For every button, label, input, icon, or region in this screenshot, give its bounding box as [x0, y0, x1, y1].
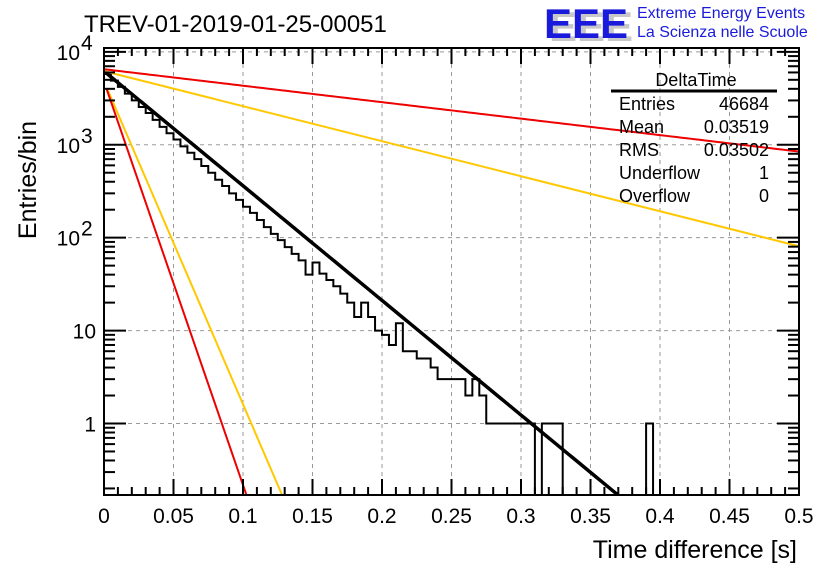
axes [103, 47, 800, 496]
x-tick-label: 0.05 [153, 505, 194, 528]
stats-label: Underflow [619, 163, 701, 183]
fit-line-mid-fast [105, 87, 284, 495]
stats-label: Mean [619, 117, 664, 137]
x-tick-labels: 0 0.05 0.1 0.15 0.2 0.25 0.3 0.35 0.4 0.45 0.5 [98, 505, 813, 528]
fit-curves [104, 68, 799, 495]
x-axis-label: Time difference [s] [593, 536, 797, 564]
chart-title: TREV-01-2019-01-25-00051 [84, 11, 387, 38]
fit-line-upper-slow [104, 68, 799, 153]
fit-line-mid-slow [104, 70, 799, 248]
stats-value: 46684 [719, 94, 769, 114]
fit-line-upper-fast [105, 89, 248, 495]
x-tick-label: 0.3 [506, 505, 535, 528]
logo-mark-shadow: EEE [549, 3, 633, 50]
y-tick-label: 1 [84, 413, 96, 436]
x-tick-label: 0.1 [228, 505, 257, 528]
x-tick-label: 0.5 [784, 505, 813, 528]
stats-box: DeltaTime Entries 46684 Mean 0.03519 RMS 0.035… [611, 70, 777, 206]
grid [104, 48, 799, 495]
y-tick-label: 10 [57, 135, 80, 158]
stats-value: 0.03519 [704, 117, 769, 137]
y-axis-label: Entries/bin [14, 121, 42, 239]
eee-logo: EEE EEE Extreme Energy Events La Scienza… [544, 0, 808, 50]
x-tick-label: 0.15 [292, 505, 333, 528]
logo-mark: EEE [544, 0, 628, 47]
logo-line-1: Extreme Energy Events [637, 5, 805, 22]
y-tick-label-exponent: 3 [81, 125, 93, 148]
y-tick-label-exponent: 2 [81, 218, 93, 241]
stats-value: 0 [759, 186, 769, 206]
stats-label: Entries [619, 94, 675, 114]
stats-label: Overflow [619, 186, 691, 206]
stats-value: 1 [759, 163, 769, 183]
logo-line-2: La Scienza nelle Scuole [637, 24, 808, 41]
y-tick-label: 10 [57, 228, 80, 251]
histogram [104, 72, 655, 495]
y-tick-label-exponent: 4 [81, 32, 93, 55]
x-tick-label: 0.25 [431, 505, 472, 528]
stats-title: DeltaTime [655, 70, 736, 90]
fit-line-fit [104, 69, 621, 495]
y-tick-label: 10 [73, 321, 96, 344]
y-tick-label: 10 [57, 42, 80, 65]
stats-value: 0.03502 [704, 140, 769, 160]
histogram-bins [104, 72, 655, 495]
x-tick-label: 0.2 [367, 505, 396, 528]
x-tick-label: 0.4 [645, 505, 675, 528]
x-tick-label: 0.35 [570, 505, 611, 528]
x-tick-label: 0 [98, 505, 110, 528]
x-tick-label: 0.45 [709, 505, 750, 528]
stats-label: RMS [619, 140, 659, 160]
